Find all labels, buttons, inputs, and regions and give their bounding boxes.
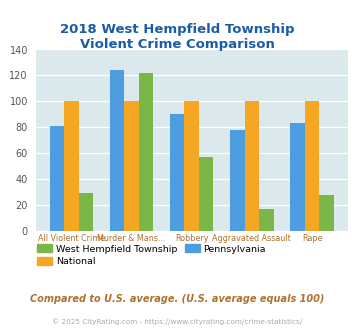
Bar [185, 101, 199, 231]
Bar [110, 70, 124, 231]
Bar [305, 101, 319, 231]
Text: Compared to U.S. average. (U.S. average equals 100): Compared to U.S. average. (U.S. average … [30, 294, 325, 304]
Text: © 2025 CityRating.com - https://www.cityrating.com/crime-statistics/: © 2025 CityRating.com - https://www.city… [53, 318, 302, 325]
Bar [50, 126, 64, 231]
Bar [64, 101, 78, 231]
Bar [78, 193, 93, 231]
Text: 2018 West Hempfield Township
Violent Crime Comparison: 2018 West Hempfield Township Violent Cri… [60, 23, 295, 51]
Bar [170, 114, 185, 231]
Bar [230, 130, 245, 231]
Legend: West Hempfield Township, National, Pennsylvania: West Hempfield Township, National, Penns… [33, 241, 270, 270]
Bar [319, 195, 334, 231]
Bar [245, 101, 259, 231]
Bar [139, 73, 153, 231]
Bar [290, 123, 305, 231]
Bar [259, 209, 274, 231]
Bar [199, 157, 213, 231]
Bar [124, 101, 139, 231]
